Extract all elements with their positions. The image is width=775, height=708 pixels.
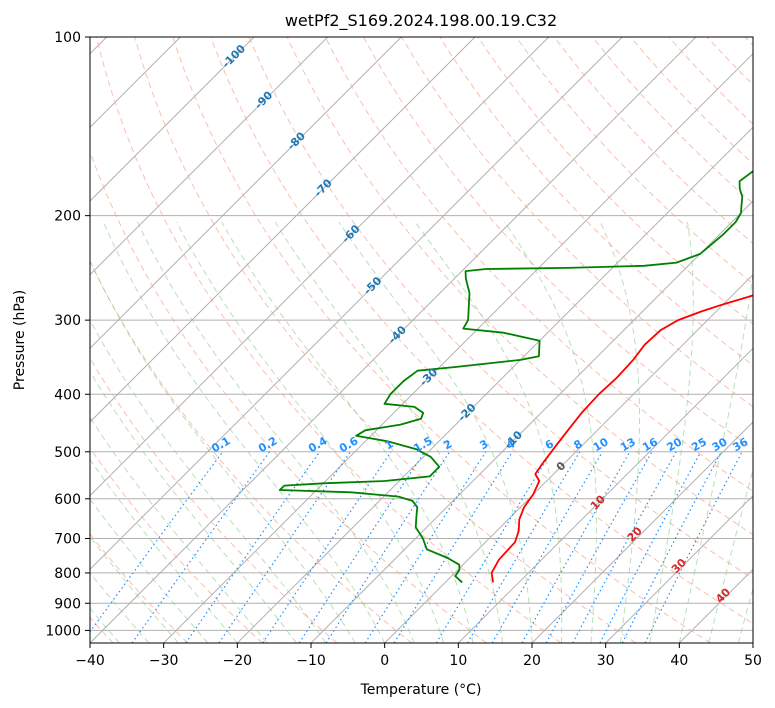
mixing-ratio-line (185, 451, 321, 643)
x-tick-label: 0 (380, 653, 389, 669)
y-tick-label: 200 (54, 209, 81, 225)
isotherm-line (90, 37, 329, 276)
moist-adiabat-line (90, 416, 268, 643)
moist-adiabat-line (90, 498, 209, 643)
dry-adiabat-line (90, 150, 487, 643)
moist-adiabat-line (90, 259, 356, 643)
isotherm-line (90, 37, 697, 643)
dry-adiabat-line (286, 37, 753, 536)
isotherm-line (531, 421, 753, 643)
isotherm-line (90, 37, 550, 497)
x-tick-label: 30 (597, 653, 615, 669)
dry-adiabat-line (90, 447, 263, 643)
isotherm-line (163, 52, 753, 643)
moist-adiabat-line (649, 221, 694, 643)
dry-adiabat-line (363, 37, 753, 450)
isotherm-line (605, 494, 753, 643)
y-tick-label: 400 (54, 387, 81, 403)
dry-adiabat-line (134, 37, 637, 643)
x-tick-label: 20 (523, 653, 541, 669)
y-tick-label: 600 (54, 492, 81, 508)
dry-adiabat-line (477, 37, 753, 325)
moist-adiabat-line (102, 221, 386, 643)
mixing-ratio-line (218, 451, 351, 643)
y-tick-label: 100 (54, 30, 81, 46)
mixing-ratio-line (325, 451, 451, 643)
dry-adiabat-line (96, 37, 562, 643)
moist-adiabat-line (338, 221, 533, 643)
dry-adiabat-line (592, 37, 753, 204)
chart-title: wetPf2_S169.2024.198.00.19.C32 (285, 11, 557, 31)
moist-adiabat-line (504, 221, 597, 643)
x-tick-label: −10 (296, 653, 326, 669)
isotherm-line (90, 37, 623, 571)
plot-frame (89, 36, 754, 644)
x-tick-label: 40 (670, 653, 688, 669)
y-axis-label: Pressure (hPa) (12, 290, 28, 390)
dry-adiabat-line (401, 37, 753, 408)
isotherm-line (457, 347, 753, 643)
x-tick-label: −40 (75, 653, 105, 669)
moist-adiabat-line (137, 221, 415, 643)
isotherm-line (236, 126, 753, 643)
isotherm-line (90, 37, 476, 423)
mixing-ratio-line (599, 451, 702, 643)
x-tick-label: 50 (744, 653, 762, 669)
dry-adiabat-line (172, 37, 711, 643)
dry-adiabat-line (553, 37, 753, 245)
y-tick-label: 800 (54, 566, 81, 582)
moist-adiabat-line (221, 221, 474, 643)
profile-lines (278, 170, 753, 584)
mixing-ratio-line (262, 451, 392, 643)
moist-adiabat-line (599, 221, 640, 643)
mixing-ratio-line (298, 451, 426, 643)
mixing-ratio-line (572, 451, 677, 643)
moist-adiabat-line (414, 221, 563, 643)
y-tick-label: 900 (54, 596, 81, 612)
y-tick-label: 300 (54, 313, 81, 329)
axis-ticks: −40 −30 −20 −10 0 10 20 30 40 50 100 200 300 400 500 60… (45, 30, 762, 669)
dry-adiabat-line (90, 260, 413, 643)
x-tick-label: −30 (149, 653, 179, 669)
dry-adiabat-line (439, 37, 753, 366)
y-tick-label: 700 (54, 532, 81, 548)
x-tick-label: −20 (223, 653, 253, 669)
mixing-ratio-line (435, 451, 552, 643)
moist-adiabat-line (90, 370, 297, 643)
mixing-ratio-line (364, 451, 487, 643)
x-axis-label: Temperature (°C) (360, 682, 482, 698)
isotherm-line (90, 37, 402, 350)
y-tick-label: 1000 (45, 623, 81, 639)
isotherm-line (384, 273, 753, 643)
moist-adiabat-line (176, 221, 445, 643)
background-lines (90, 37, 753, 643)
y-tick-label: 500 (54, 445, 81, 461)
mixing-ratio-line (393, 451, 513, 643)
isotherm-line (90, 37, 255, 202)
dewpoint-profile-line (278, 170, 753, 584)
temperature-profile-line (490, 294, 753, 583)
moist-adiabat-line (678, 270, 753, 643)
mixing-ratio-line (466, 451, 581, 643)
moist-adiabat-line (90, 458, 238, 643)
x-tick-label: 10 (449, 653, 467, 669)
moist-adiabat-line (90, 319, 327, 643)
